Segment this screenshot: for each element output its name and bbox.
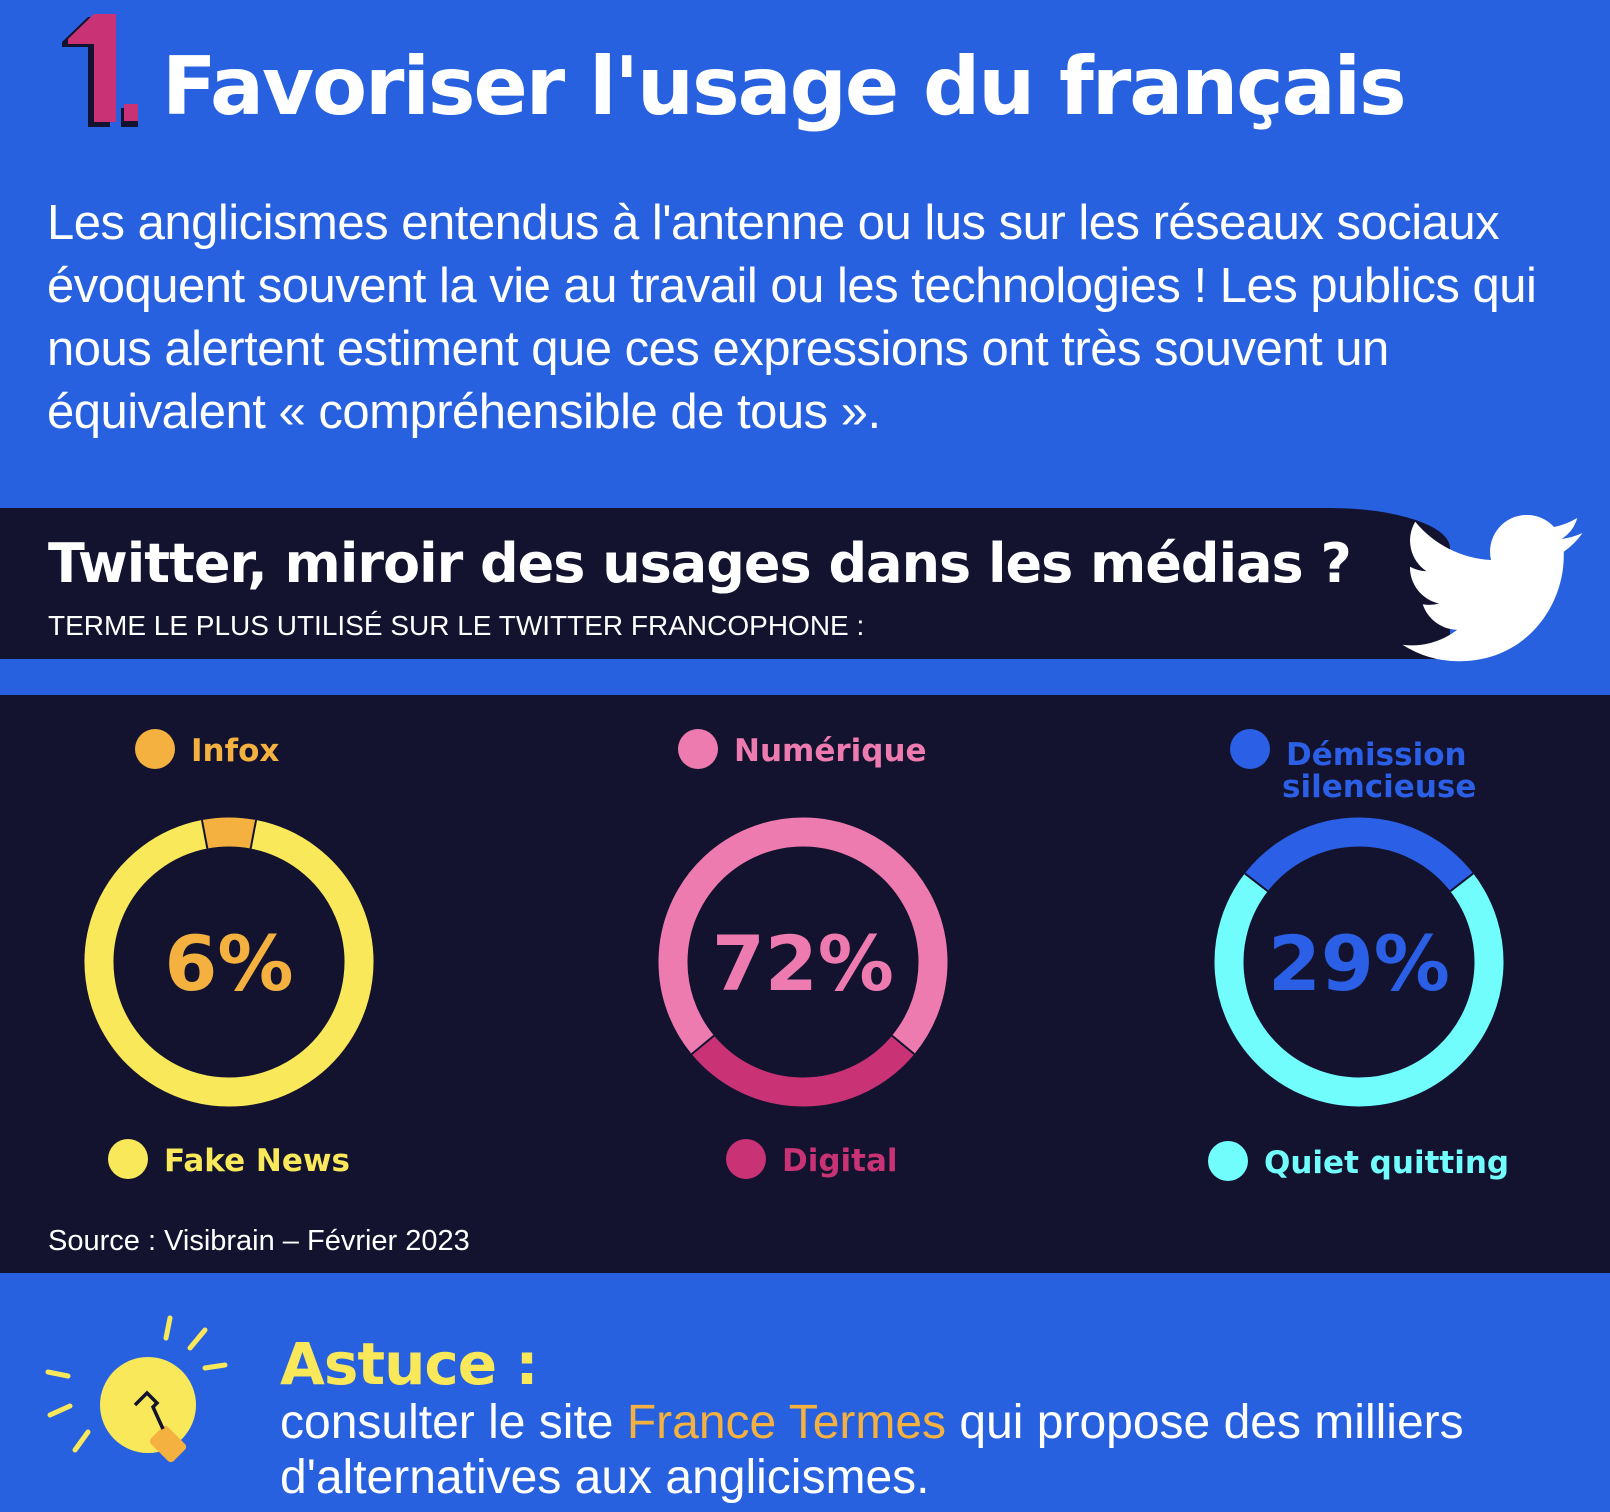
lightbulb-icon [45, 1315, 228, 1463]
legend-dot [1208, 1141, 1248, 1181]
legend-label: Démission silencieuse [1282, 737, 1476, 805]
legend-label: Infox [191, 733, 279, 769]
segment-divider [1244, 872, 1269, 892]
legend-label: Digital [782, 1143, 898, 1179]
page-title: Favoriser l'usage du français [162, 40, 1407, 133]
segment-divider [891, 1034, 915, 1055]
donut-segment-démission-silencieuse [1244, 817, 1474, 892]
segment-divider [691, 1034, 715, 1055]
twitter-bird-icon [1402, 515, 1583, 662]
legend-label: Fake News [164, 1143, 350, 1179]
source-note: Source : Visibrain – Février 2023 [48, 1225, 470, 1257]
donut-segment-infox [201, 817, 257, 849]
france-termes-link[interactable]: France Termes [626, 1396, 947, 1449]
segment-divider [200, 819, 209, 849]
donut-segment-digital [691, 1035, 915, 1107]
banner-subtitle: TERME LE PLUS UTILISÉ SUR LE TWITTER FRA… [48, 610, 865, 641]
donut-segment-quiet-quitting [1214, 873, 1504, 1107]
tip-text-after: qui propose des milliers d'alternatives … [280, 1396, 1464, 1504]
donut-segment-numérique [658, 817, 948, 1055]
tip-text-before: consulter le site [280, 1396, 627, 1449]
legend-dot [678, 729, 718, 769]
segment-divider [249, 819, 258, 849]
tip-title: Astuce : [280, 1330, 539, 1398]
twitter-banner [0, 508, 1450, 659]
banner-title: Twitter, miroir des usages dans les médi… [48, 532, 1352, 595]
legend-dot [135, 729, 175, 769]
legend-label: Quiet quitting [1264, 1145, 1509, 1181]
legend-dot [726, 1139, 766, 1179]
segment-divider [1449, 872, 1474, 892]
donut-charts: 6% Infox Fake News 72% Numérique Digital 29% Dé… [84, 729, 1509, 1181]
number-one-icon [62, 14, 138, 127]
legend-label: Numérique [734, 733, 927, 769]
donut-segment-fake-news [84, 820, 374, 1107]
legend-dot [108, 1139, 148, 1179]
tip-text: consulter le site France Termes qui prop… [280, 1395, 1580, 1505]
donut-center-label: 72% [712, 919, 894, 1008]
intro-paragraph: Les anglicismes entendus à l'antenne ou … [47, 196, 1537, 439]
legend-dot [1230, 729, 1270, 769]
donut-center-label: 6% [164, 919, 293, 1008]
chart-panel [0, 695, 1610, 1273]
donut-center-label: 29% [1268, 919, 1450, 1008]
